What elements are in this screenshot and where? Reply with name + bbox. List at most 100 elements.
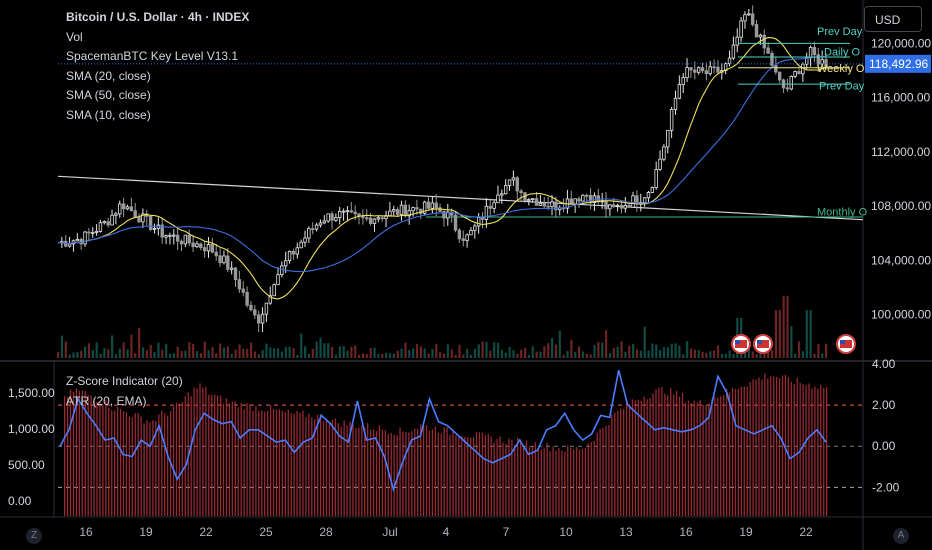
volume-bar: [446, 344, 449, 358]
time-tick-label: 25: [259, 525, 273, 539]
volume-bar: [809, 310, 812, 358]
atr-bar: [558, 448, 560, 516]
atr-bar: [119, 408, 122, 516]
volume-bar: [280, 351, 284, 358]
volume-bar: [632, 343, 635, 358]
candle-body: [380, 217, 384, 220]
candle-body: [689, 67, 693, 71]
volume-bar: [195, 351, 199, 358]
candle-body: [534, 198, 539, 206]
volume-bar: [728, 350, 731, 358]
atr-bar: [778, 378, 781, 516]
indicator-vol[interactable]: Vol: [66, 29, 83, 44]
volume-bar: [581, 351, 585, 358]
candle-body: [399, 204, 404, 215]
volume-bar: [720, 354, 723, 358]
atr-bar: [134, 413, 136, 516]
volume-bar: [805, 310, 808, 358]
indicator-sma-10[interactable]: SMA (10, close): [66, 107, 151, 122]
candle-body: [241, 288, 245, 293]
volume-bar: [222, 347, 226, 358]
candle-body: [708, 66, 712, 75]
auto-scale-button[interactable]: A: [893, 528, 909, 544]
volume-bar: [662, 347, 666, 358]
volume-bar: [149, 344, 152, 358]
candle-body: [137, 217, 141, 223]
atr-bar: [219, 395, 222, 516]
atr-bar: [66, 397, 69, 516]
candle-body: [260, 313, 265, 324]
candle-body: [650, 187, 655, 193]
candle-body: [476, 217, 481, 227]
atr-bar: [64, 395, 66, 516]
atr-bar: [114, 410, 116, 516]
volume-bar: [95, 342, 98, 358]
volume-bar: [601, 342, 604, 358]
candle-body: [453, 214, 458, 231]
atr-bar: [172, 406, 175, 516]
atr-bar: [252, 410, 254, 516]
atr-bar: [264, 411, 266, 516]
atr-bar: [275, 409, 278, 516]
currency-button[interactable]: USD: [864, 6, 922, 32]
indicator-sma-50[interactable]: SMA (50, close): [66, 88, 151, 102]
atr-bar: [622, 408, 625, 516]
candle-body: [222, 255, 226, 264]
atr-bar: [228, 403, 231, 516]
candle-body: [202, 247, 207, 252]
volume-bar: [605, 330, 608, 358]
timezone-button[interactable]: Z: [26, 528, 42, 544]
atr-bar: [475, 431, 478, 516]
volume-bar: [489, 350, 492, 358]
atr-bar: [572, 449, 575, 516]
atr-bar: [269, 405, 272, 516]
indicator-sma-20[interactable]: SMA (20, close): [66, 68, 151, 83]
volume-bar: [431, 349, 434, 358]
candle-body: [461, 238, 465, 241]
volume-bar: [659, 350, 662, 358]
volume-bar: [327, 343, 330, 358]
indicator-key-level[interactable]: SpacemanBTC Key Level V13.1: [66, 49, 239, 63]
atr-bar: [467, 437, 469, 516]
indicator-atr[interactable]: ATR (20, EMA): [66, 393, 147, 408]
volume-bar: [466, 348, 469, 358]
candle-body: [307, 228, 311, 239]
atr-bar: [81, 390, 83, 516]
volume-bar: [72, 352, 75, 358]
candle-body: [546, 205, 550, 208]
lower-legend: Z-Score Indicator (20) ATR (20, EMA): [66, 372, 183, 411]
atr-bar: [602, 427, 604, 516]
candle-body: [94, 231, 99, 233]
atr-bar: [299, 412, 301, 516]
volume-bar: [790, 326, 793, 358]
candle-body: [685, 67, 689, 79]
indicator-zscore[interactable]: Z-Score Indicator (20): [66, 374, 183, 388]
candle-body: [669, 109, 674, 131]
candle-body: [758, 34, 763, 38]
atr-bar: [137, 413, 139, 516]
atr-bar: [628, 404, 631, 516]
volume-bar: [157, 342, 160, 358]
volume-bar: [188, 342, 191, 358]
sma-50-line: [57, 55, 826, 273]
volume-bar: [612, 347, 615, 358]
atr-bar: [652, 393, 654, 516]
volume-bar: [319, 337, 322, 358]
atr-bar: [108, 408, 110, 516]
volume-bar: [450, 349, 453, 358]
candle-body: [291, 250, 296, 255]
volume-bar: [477, 344, 480, 358]
volume-bar: [238, 344, 241, 358]
volume-bar: [207, 350, 210, 358]
volume-bar: [138, 328, 141, 358]
atr-bar: [708, 403, 710, 516]
atr-bar: [581, 448, 584, 516]
candle-body: [446, 211, 450, 219]
candle-body: [542, 202, 546, 207]
atr-bar: [472, 437, 475, 516]
atr-bar: [687, 400, 690, 516]
atr-bar: [625, 401, 628, 516]
atr-bar: [646, 399, 648, 516]
candle-body: [700, 67, 705, 72]
